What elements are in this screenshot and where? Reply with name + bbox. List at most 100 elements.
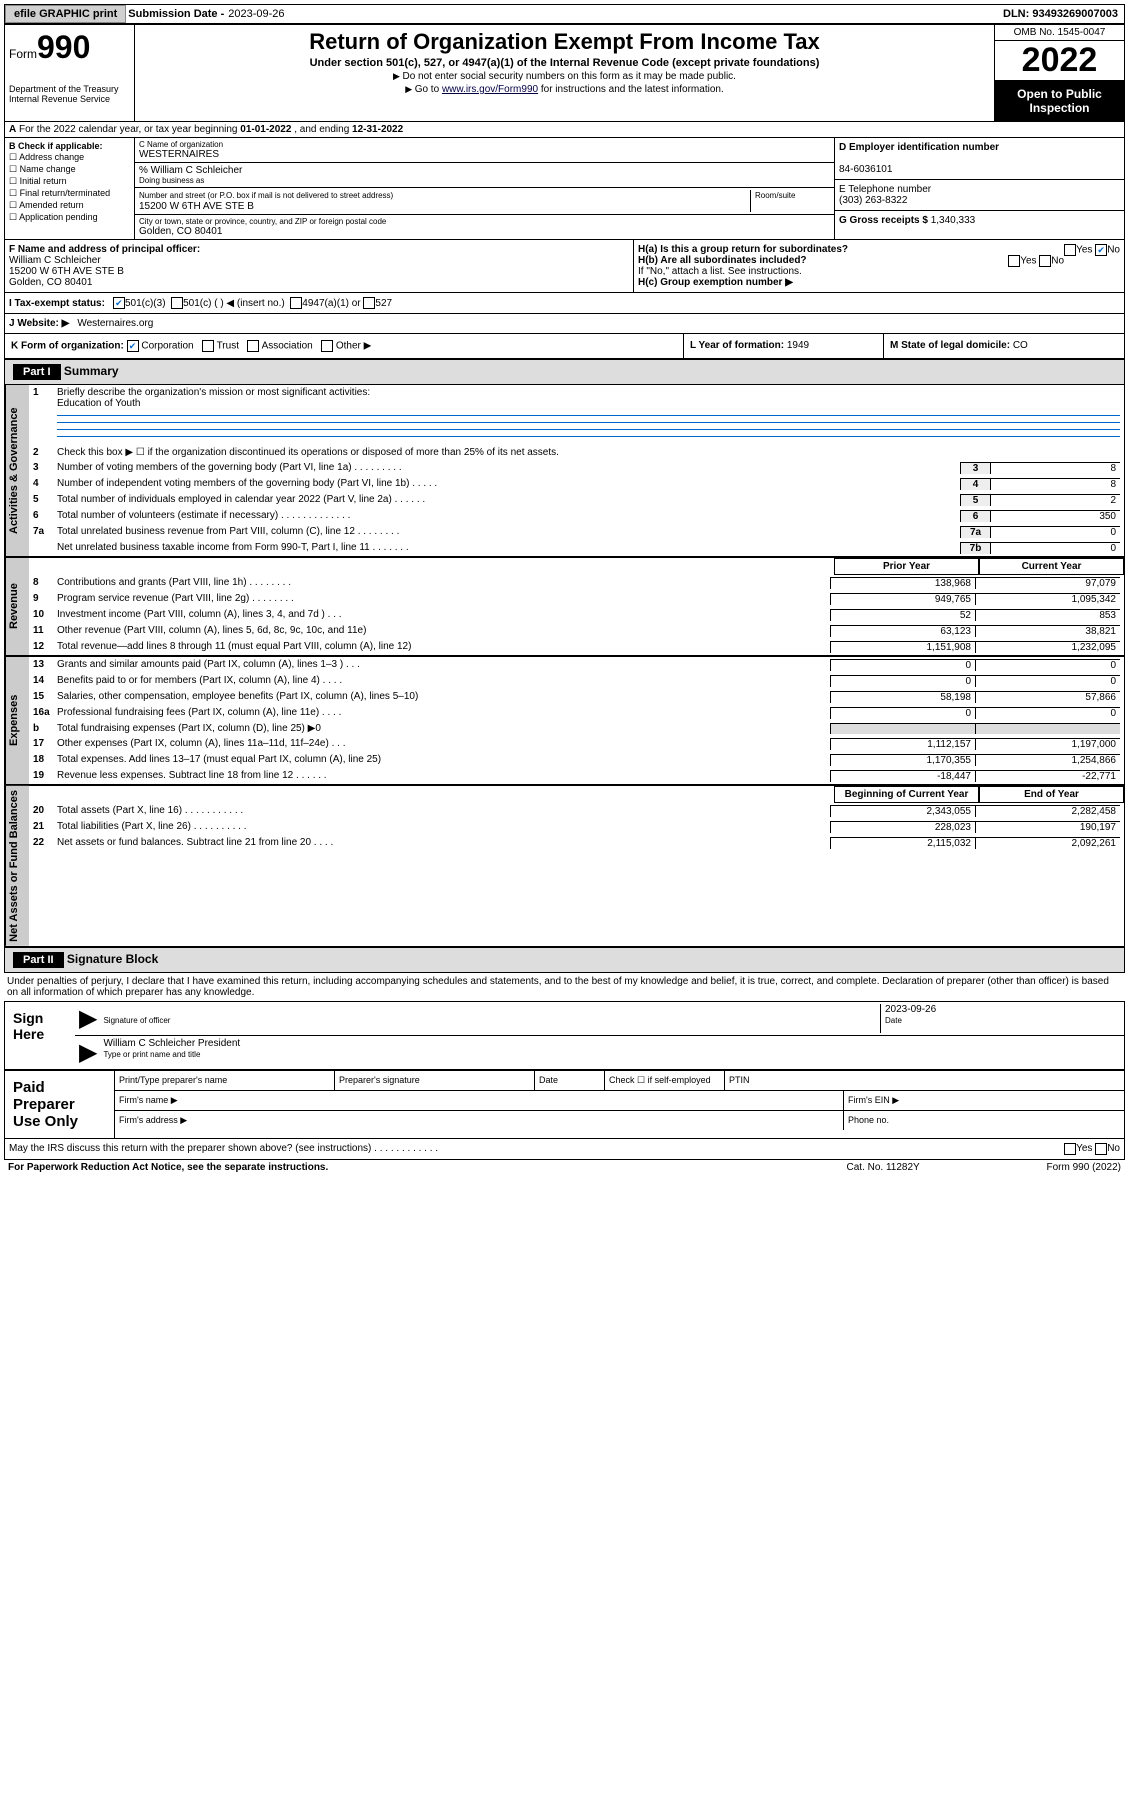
col-begin: Beginning of Current Year [834,786,979,803]
chk-amended[interactable]: Amended return [9,200,130,211]
col-current: Current Year [979,558,1124,575]
line-row: 10Investment income (Part VIII, column (… [29,607,1124,623]
sig-officer-label: Signature of officer [103,1016,170,1025]
city-label: City or town, state or province, country… [139,217,830,226]
line-row: 16aProfessional fundraising fees (Part I… [29,705,1124,721]
chk-501c3[interactable] [113,297,125,309]
discuss-yes[interactable] [1064,1143,1076,1155]
cat-no: Cat. No. 11282Y [847,1162,1047,1173]
officer-name: William C Schleicher [9,255,101,266]
dln-label: DLN: [1003,8,1029,20]
form-footer: Form 990 (2022) [1047,1162,1121,1173]
ha-label: H(a) Is this a group return for subordin… [638,244,848,255]
row-fh: F Name and address of principal officer:… [4,239,1125,293]
col-b-checkboxes: B Check if applicable: Address change Na… [5,138,135,239]
form-org-label: K Form of organization: [11,341,124,352]
dln-value: 93493269007003 [1032,8,1118,20]
gross-label: G Gross receipts $ [839,215,928,226]
website-label: J Website: ▶ [9,318,69,329]
hb-label: H(b) Are all subordinates included? [638,255,807,266]
line-row: 19Revenue less expenses. Subtract line 1… [29,768,1124,784]
arrow-icon: ▶ [79,1004,97,1033]
line-row: 8Contributions and grants (Part VIII, li… [29,575,1124,591]
org-name: WESTERNAIRES [139,149,830,160]
chk-name-change[interactable]: Name change [9,164,130,175]
ha-yes[interactable] [1064,244,1076,256]
chk-4947[interactable] [290,297,302,309]
gross-value: 1,340,333 [931,215,976,226]
line-row: 18Total expenses. Add lines 13–17 (must … [29,752,1124,768]
chk-initial-return[interactable]: Initial return [9,176,130,187]
form-header: Form990 Department of the Treasury Inter… [4,24,1125,122]
line-row: 5Total number of individuals employed in… [29,492,1124,508]
q2-text: Check this box ▶ ☐ if the organization d… [57,447,1120,458]
col-d: D Employer identification number 84-6036… [834,138,1124,239]
col-prior: Prior Year [834,558,979,575]
ein-label: D Employer identification number [839,142,999,153]
chk-app-pending[interactable]: Application pending [9,212,130,223]
line-row: 9Program service revenue (Part VIII, lin… [29,591,1124,607]
penalty-text: Under penalties of perjury, I declare th… [4,973,1125,1001]
subdate-value: 2023-09-26 [228,8,284,20]
chk-other[interactable] [321,340,333,352]
line-row: 17Other expenses (Part IX, column (A), l… [29,736,1124,752]
chk-address-change[interactable]: Address change [9,152,130,163]
dept-treasury: Department of the Treasury Internal Reve… [9,84,130,104]
paid-preparer-label: Paid Preparer Use Only [5,1071,115,1138]
p-firm-label: Firm's name ▶ [115,1091,844,1110]
sig-name-value: William C Schleicher President [103,1038,240,1049]
part2-header: Part II Signature Block [4,947,1125,973]
form-number: 990 [37,29,90,65]
footer-discuss: May the IRS discuss this return with the… [4,1139,1125,1160]
chk-final-return[interactable]: Final return/terminated [9,188,130,199]
line-row: 3Number of voting members of the governi… [29,460,1124,476]
p-date-label: Date [535,1071,605,1090]
sign-block: Sign Here ▶ Signature of officer 2023-09… [4,1001,1125,1070]
line-row: 22Net assets or fund balances. Subtract … [29,835,1124,851]
tab-revenue: Revenue [5,558,29,655]
arrow-icon: ▶ [79,1038,97,1067]
chk-501c[interactable] [171,297,183,309]
efile-button[interactable]: efile GRAPHIC print [5,5,126,23]
tel-value: (303) 263-8322 [839,195,907,206]
p-ein-label: Firm's EIN ▶ [844,1091,1124,1110]
hb-note: If "No," attach a list. See instructions… [638,266,1120,277]
omb-number: OMB No. 1545-0047 [995,25,1124,41]
chk-trust[interactable] [202,340,214,352]
tab-net-assets: Net Assets or Fund Balances [5,786,29,946]
line-row: 12Total revenue—add lines 8 through 11 (… [29,639,1124,655]
state-domicile: CO [1013,340,1028,351]
line-row: 13Grants and similar amounts paid (Part … [29,657,1124,673]
p-ptin-label: PTIN [725,1071,1124,1090]
col-c-org: C Name of organization WESTERNAIRES % Wi… [135,138,834,239]
city-value: Golden, CO 80401 [139,226,830,237]
pra-notice: For Paperwork Reduction Act Notice, see … [8,1162,847,1173]
care-of: % William C Schleicher [139,165,830,176]
p-name-label: Print/Type preparer's name [115,1071,335,1090]
chk-527[interactable] [363,297,375,309]
line-row: bTotal fundraising expenses (Part IX, co… [29,721,1124,736]
row-k: K Form of organization: Corporation Trus… [4,334,1125,359]
part1-body: Activities & Governance 1Briefly describ… [4,385,1125,947]
line-row: 21Total liabilities (Part X, line 26) . … [29,819,1124,835]
discuss-text: May the IRS discuss this return with the… [9,1143,1064,1155]
ha-no[interactable] [1095,244,1107,256]
tab-expenses: Expenses [5,657,29,784]
line-row: 15Salaries, other compensation, employee… [29,689,1124,705]
part1-header: Part I Summary [4,359,1125,385]
line-row: 14Benefits paid to or for members (Part … [29,673,1124,689]
p-addr-label: Firm's address ▶ [115,1111,844,1130]
street-value: 15200 W 6TH AVE STE B [139,201,254,212]
hb-yes[interactable] [1008,255,1020,267]
line-row: 20Total assets (Part X, line 16) . . . .… [29,803,1124,819]
note-link: Go to www.irs.gov/Form990 for instructio… [139,84,990,95]
form-prefix: Form [9,47,37,61]
irs-link[interactable]: www.irs.gov/Form990 [442,84,538,95]
discuss-no[interactable] [1095,1143,1107,1155]
tax-year: 2022 [995,41,1124,81]
line-row: 7aTotal unrelated business revenue from … [29,524,1124,540]
hb-no[interactable] [1039,255,1051,267]
chk-assoc[interactable] [247,340,259,352]
chk-corp[interactable] [127,340,139,352]
p-check-label: Check ☐ if self-employed [605,1071,725,1090]
